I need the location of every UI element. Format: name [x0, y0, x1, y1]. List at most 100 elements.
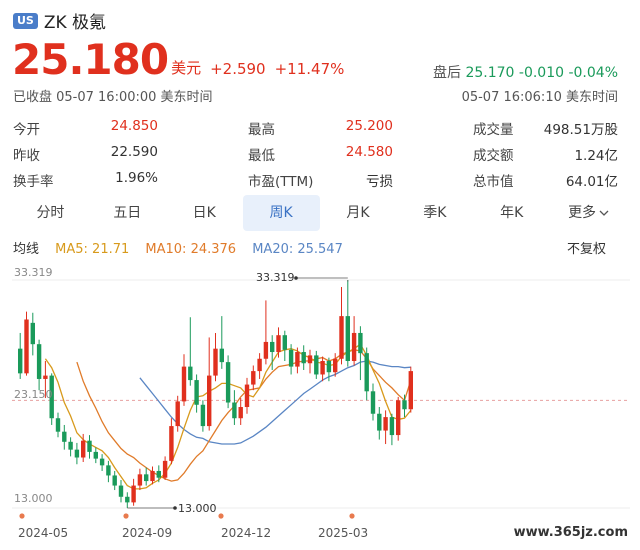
candle-body: [81, 440, 86, 458]
candle-body: [162, 460, 168, 478]
candle-body: [364, 353, 369, 392]
after-hours-label: 盘后: [433, 65, 461, 81]
candle-body: [188, 366, 193, 381]
event-dot: [123, 513, 129, 519]
candle-body: [225, 362, 231, 403]
event-dot: [19, 513, 25, 519]
candle-body: [194, 380, 199, 405]
stat-low: 最低 24.580: [248, 144, 393, 164]
candle-body: [282, 335, 287, 350]
tab-weekly-k[interactable]: 周K: [242, 195, 320, 231]
candle-body: [232, 402, 237, 419]
tab-intraday[interactable]: 分时: [36, 205, 65, 221]
low-price-label: 13.000: [178, 502, 217, 515]
stats-row: 换手率 1.96% 市盈(TTM) 亏损 总市值 64.01亿: [13, 165, 618, 191]
candle-body: [396, 400, 401, 436]
candle-body: [137, 474, 143, 486]
candle-body: [175, 401, 180, 427]
adjust-toggle[interactable]: 不复权: [566, 242, 606, 257]
candle-body: [402, 400, 407, 410]
high-price-label: 33.319: [256, 271, 295, 284]
watermark: www.365jz.com: [513, 525, 628, 540]
candle-body: [93, 451, 98, 459]
stock-name: ZK 极氪: [43, 13, 107, 33]
candle-body: [383, 417, 388, 431]
weekly-k-chart[interactable]: 33.319 23.150 13.000 33.319 13.000 2024-05 202…: [0, 255, 640, 545]
last-price: 25.180: [12, 35, 169, 84]
candle-body: [181, 366, 187, 402]
candle-body: [55, 418, 61, 432]
candle-body: [213, 348, 218, 376]
y-tick-label: 33.319: [14, 266, 53, 279]
event-dot: [349, 513, 355, 519]
candle-body: [18, 348, 23, 374]
candle-body: [314, 355, 319, 375]
candle-body: [49, 375, 54, 419]
candle-body: [370, 391, 376, 414]
after-hours-quote: 盘后 25.170 -0.010 -0.04%: [433, 62, 618, 82]
candle-body: [339, 316, 344, 359]
candle-body: [333, 358, 338, 373]
candle-body: [43, 375, 48, 379]
candle-body: [263, 341, 269, 359]
moving-average-legend: 均线 MA5: 21.71 MA10: 24.376 MA20: 25.547 …: [13, 238, 623, 257]
tab-monthly-k[interactable]: 月K: [346, 205, 370, 221]
event-dot: [218, 513, 224, 519]
tab-yearly-k[interactable]: 年K: [500, 205, 524, 221]
tab-more-label: 更多: [568, 205, 597, 221]
candle-body: [295, 352, 300, 367]
stat-open: 今开 24.850: [13, 118, 158, 138]
candle-body: [288, 349, 294, 367]
candle-body: [30, 322, 35, 345]
candle-body: [244, 384, 250, 408]
quote-stats-grid: 今开 24.850 最高 25.200 成交量 498.51万股 昨收 22.590 最…: [13, 113, 618, 191]
price-change-pct: +11.47%: [274, 60, 345, 78]
candle-body: [200, 404, 206, 427]
candle-body: [169, 426, 174, 461]
stat-volume: 成交量 498.51万股: [473, 122, 618, 138]
ma20-line: [139, 360, 411, 445]
y-tick-label: 23.150: [14, 388, 53, 401]
x-axis-label: 2024-09: [122, 526, 172, 540]
stats-row: 昨收 22.590 最低 24.580 成交额 1.24亿: [13, 139, 618, 165]
tab-five-day[interactable]: 五日: [113, 205, 142, 221]
after-hours-value: 25.170 -0.010 -0.04%: [465, 65, 618, 81]
low-marker-dot: [173, 506, 177, 510]
stat-turnover-rate: 换手率 1.96%: [13, 170, 158, 190]
stat-pe-ttm: 市盈(TTM) 亏损: [248, 174, 393, 190]
high-marker-dot: [294, 276, 298, 280]
candle-body: [118, 485, 124, 497]
tab-daily-k[interactable]: 日K: [192, 205, 216, 221]
candle-body: [36, 344, 42, 379]
candle-body: [326, 361, 332, 373]
price-row: 25.180 美元 +2.590 +11.47%: [12, 38, 344, 82]
candle-body: [207, 375, 212, 427]
candle-body: [150, 470, 155, 482]
x-axis-label: 2024-05: [18, 526, 68, 540]
candle-body: [112, 475, 117, 486]
stat-market-cap: 总市值 64.01亿: [473, 174, 618, 190]
candle-body: [251, 371, 256, 385]
candle-body: [358, 332, 363, 354]
candle-body: [62, 431, 67, 442]
candle-body: [257, 358, 262, 372]
candle-body: [68, 441, 73, 450]
candle-body: [99, 458, 105, 466]
tab-more[interactable]: 更多: [550, 195, 627, 231]
candle-body: [238, 407, 243, 419]
candle-body: [219, 348, 224, 363]
candle-body: [389, 417, 395, 436]
stats-row: 今开 24.850 最高 25.200 成交量 498.51万股: [13, 113, 618, 139]
ma10-value: MA10: 24.376: [145, 242, 237, 257]
market-badge: US: [13, 12, 38, 29]
candle-body: [276, 335, 281, 353]
x-axis-label: 2024-12: [221, 526, 271, 540]
tab-quarterly-k[interactable]: 季K: [423, 205, 447, 221]
x-axis-label: 2025-03: [318, 526, 368, 540]
candle-body: [377, 413, 382, 431]
y-tick-label: 13.000: [14, 492, 53, 505]
currency-label: 美元: [171, 59, 202, 77]
candle-body: [144, 474, 149, 482]
ma5-value: MA5: 21.71: [55, 242, 130, 257]
candle-body: [270, 341, 275, 353]
